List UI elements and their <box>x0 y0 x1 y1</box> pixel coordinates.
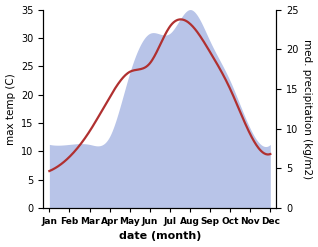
X-axis label: date (month): date (month) <box>119 231 201 242</box>
Y-axis label: med. precipitation (kg/m2): med. precipitation (kg/m2) <box>302 39 313 179</box>
Y-axis label: max temp (C): max temp (C) <box>5 73 16 144</box>
